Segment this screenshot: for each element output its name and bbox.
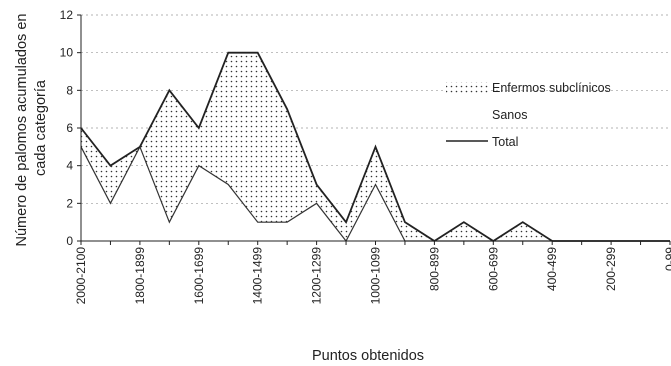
x-tick-labels: 2000-2100 1800-1899 1600-1699 1400-1499 1200… — [74, 247, 671, 305]
x-tick-label-8: 1200-1299 — [310, 247, 324, 305]
y-axis-title: Número de palomos acumulados en cada cat… — [14, 10, 49, 247]
y-tick-label-0: 0 — [66, 234, 73, 248]
x-tick-label-2: 1800-1899 — [133, 247, 147, 305]
y-tick-label-12: 12 — [60, 8, 74, 22]
x-axis-title: Puntos obtenidos — [312, 348, 424, 364]
gridlines — [81, 14, 670, 204]
y-tick-label-4: 4 — [66, 159, 73, 173]
y-axis-title-line-2: cada categoría — [33, 79, 49, 176]
x-tick-label-12: 800-899 — [427, 247, 441, 291]
x-tick-label-18: 200-299 — [604, 247, 618, 291]
x-tick-label-14: 600-699 — [486, 247, 500, 291]
legend: Enfermos subclínicos Sanos Total — [446, 81, 611, 149]
y-axis-title-line-1: Número de palomos acumulados en — [14, 14, 30, 247]
y-tick-label-10: 10 — [60, 46, 74, 60]
x-tick-label-0: 2000-2100 — [74, 247, 88, 305]
legend-swatch-enfermos-subclinicos — [446, 82, 488, 93]
x-tick-label-6: 1400-1499 — [251, 247, 265, 305]
x-tick-label-10: 1000-1099 — [369, 247, 383, 305]
y-tick-label-6: 6 — [66, 121, 73, 135]
legend-label-sanos: Sanos — [492, 108, 527, 122]
y-tick-label-8: 8 — [66, 83, 73, 97]
axes — [77, 14, 671, 245]
legend-label-total: Total — [492, 135, 518, 149]
legend-label-enfermos-subclinicos: Enfermos subclínicos — [492, 81, 611, 95]
x-tick-label-16: 400-499 — [545, 247, 559, 291]
x-tick-label-20: 0-99 — [663, 247, 671, 271]
x-tick-label-4: 1600-1699 — [192, 247, 206, 305]
y-tick-labels: 0 2 4 6 8 10 12 — [60, 8, 74, 248]
y-tick-label-2: 2 — [66, 196, 73, 210]
